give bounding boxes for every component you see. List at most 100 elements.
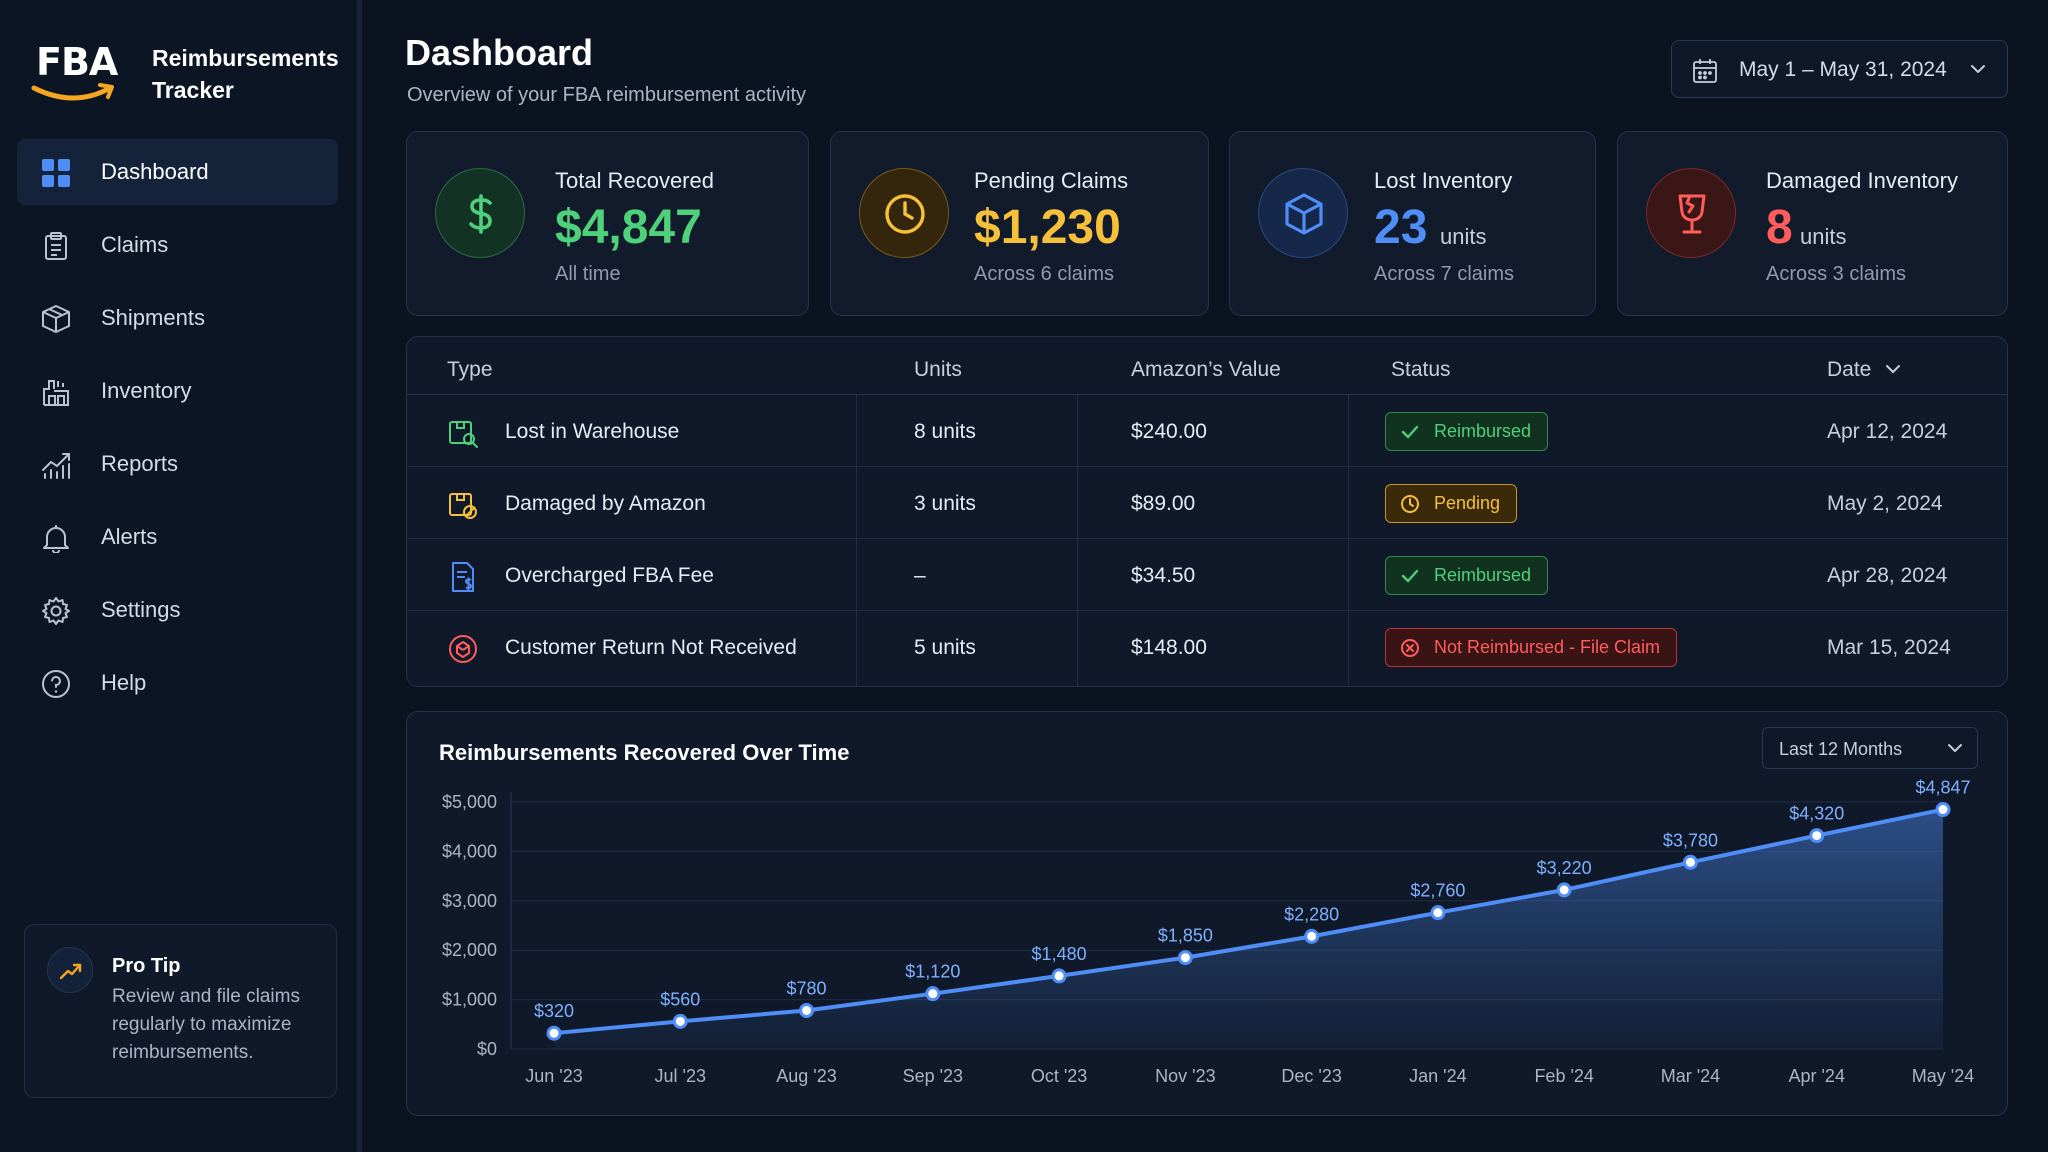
tip-text: Review and file claims regularly to maxi… [112,986,300,1063]
claim-type: Damaged by Amazon [505,492,706,515]
status-label: Pending [1434,493,1501,513]
x-tick-label: Apr '24 [1788,1066,1844,1086]
sort-chevron-icon[interactable] [1885,364,1901,374]
sidebar-nav: Dashboard Claims Shipments Inventory Rep… [17,139,338,723]
check-icon [1401,425,1419,439]
sidebar-item-label: Dashboard [101,159,209,184]
data-label: $1,120 [905,962,960,982]
claim-units: 3 units [914,492,976,515]
data-label: $320 [534,1001,574,1021]
page-title: Dashboard [405,32,594,73]
data-label: $4,847 [1915,778,1970,798]
x-tick-label: Jan '24 [1409,1066,1466,1086]
logo-text: FBA [36,40,118,84]
y-tick-label: $2,000 [442,940,497,960]
data-label: $4,320 [1789,804,1844,824]
trending-up-icon [47,947,93,993]
claim-type: Customer Return Not Received [505,636,797,659]
data-point [546,1025,562,1041]
sidebar-item-shipments[interactable]: Shipments [17,285,338,351]
sidebar-item-help[interactable]: Help [17,650,338,716]
data-point [925,986,941,1002]
data-label: $1,480 [1032,944,1087,964]
time-range-label: Last 12 Months [1779,739,1903,759]
table-row[interactable]: Damaged by Amazon 3 units $89.00 Pending… [407,467,2007,539]
data-point [1177,950,1193,966]
status-label: Not Reimbursed - File Claim [1434,637,1661,657]
table-row[interactable]: Customer Return Not Received 5 units $14… [407,611,2007,686]
sidebar-item-reports[interactable]: Reports [17,431,338,497]
chart-title: Reimbursements Recovered Over Time [439,740,850,765]
calendar-icon [1693,59,1717,83]
sidebar-item-claims[interactable]: Claims [17,212,338,278]
column-header-date[interactable]: Date [1827,358,1871,382]
data-label: $3,780 [1663,830,1718,850]
y-tick-label: $4,000 [442,841,497,861]
time-range-select[interactable]: Last 12 Months [1762,727,1978,769]
stat-foot: Across 3 claims [1766,263,1907,285]
sidebar-item-label: Alerts [101,524,158,549]
stat-card-pending-claims[interactable]: Pending Claims $1,230 Across 6 claims [830,131,1209,316]
box-icon [41,304,71,334]
table-row[interactable]: Overcharged FBA Fee – $34.50 Reimbursed … [407,539,2007,611]
x-tick-label: Dec '23 [1281,1066,1341,1086]
clipboard-icon [41,231,71,261]
claim-value: $148.00 [1131,636,1207,659]
table-row[interactable]: Lost in Warehouse 8 units $240.00 Reimbu… [407,395,2007,467]
date-range-picker[interactable]: May 1 – May 31, 2024 [1671,40,2008,98]
data-label: $2,760 [1410,881,1465,901]
claim-date: May 2, 2024 [1827,492,1943,515]
data-label: $560 [660,989,700,1009]
data-point [1682,854,1698,870]
invoice-icon [452,562,474,592]
sidebar-item-alerts[interactable]: Alerts [17,504,338,570]
x-tick-label: Jul '23 [655,1066,706,1086]
stat-label: Damaged Inventory [1766,168,1958,193]
column-header-date-label: Date [1827,358,1872,381]
x-tick-label: Feb '24 [1534,1066,1593,1086]
status-badge[interactable]: Pending [1385,484,1518,523]
claims-table: Type Units Amazon’s Value Status Date Lo… [406,336,2008,687]
tip-title: Pro Tip [112,955,181,977]
column-header-value: Amazon’s Value [1131,358,1281,381]
sidebar-item-dashboard[interactable]: Dashboard [17,139,338,205]
claim-value: $89.00 [1131,492,1196,515]
warehouse-icon [41,377,71,407]
x-circle-icon [1401,639,1419,657]
series-area [554,809,1943,1049]
sidebar-item-label: Inventory [101,378,192,403]
status-badge[interactable]: Reimbursed [1385,556,1549,595]
x-tick-label: Oct '23 [1031,1066,1087,1086]
status-label: Reimbursed [1434,421,1532,441]
sidebar-item-inventory[interactable]: Inventory [17,358,338,424]
column-header-units: Units [914,358,962,381]
help-icon [41,669,71,699]
cube-icon [1258,168,1348,258]
y-tick-label: $1,000 [442,990,497,1010]
claim-date: Apr 28, 2024 [1827,564,1948,587]
sidebar-item-label: Help [101,670,147,695]
dollar-icon [435,168,525,258]
file-claim-badge[interactable]: Not Reimbursed - File Claim [1385,628,1678,667]
stat-unit: units [1800,224,1847,249]
data-point [1809,828,1825,844]
return-icon [449,635,477,663]
data-point [672,1013,688,1029]
clock-icon [859,168,949,258]
column-header-status: Status [1391,358,1451,381]
sidebar-item-settings[interactable]: Settings [17,577,338,643]
y-tick-label: $0 [477,1039,497,1059]
stat-card-damaged-inventory[interactable]: Damaged Inventory 8 units Across 3 claim… [1617,131,2008,316]
stat-foot: Across 7 claims [1374,263,1515,285]
column-divider [1077,395,1078,686]
x-tick-label: May '24 [1912,1066,1974,1086]
check-icon [1401,569,1419,583]
brand[interactable]: FBA Reimbursements Tracker [30,38,350,110]
chevron-down-icon [1971,65,1985,73]
status-badge[interactable]: Reimbursed [1385,412,1549,451]
stat-card-total-recovered[interactable]: Total Recovered $4,847 All time [406,131,809,316]
claim-value: $240.00 [1131,420,1207,443]
date-range-label: May 1 – May 31, 2024 [1739,58,1947,81]
stat-card-lost-inventory[interactable]: Lost Inventory 23 units Across 7 claims [1229,131,1596,316]
sidebar: FBA Reimbursements Tracker Dashboard Cla… [0,0,362,1152]
